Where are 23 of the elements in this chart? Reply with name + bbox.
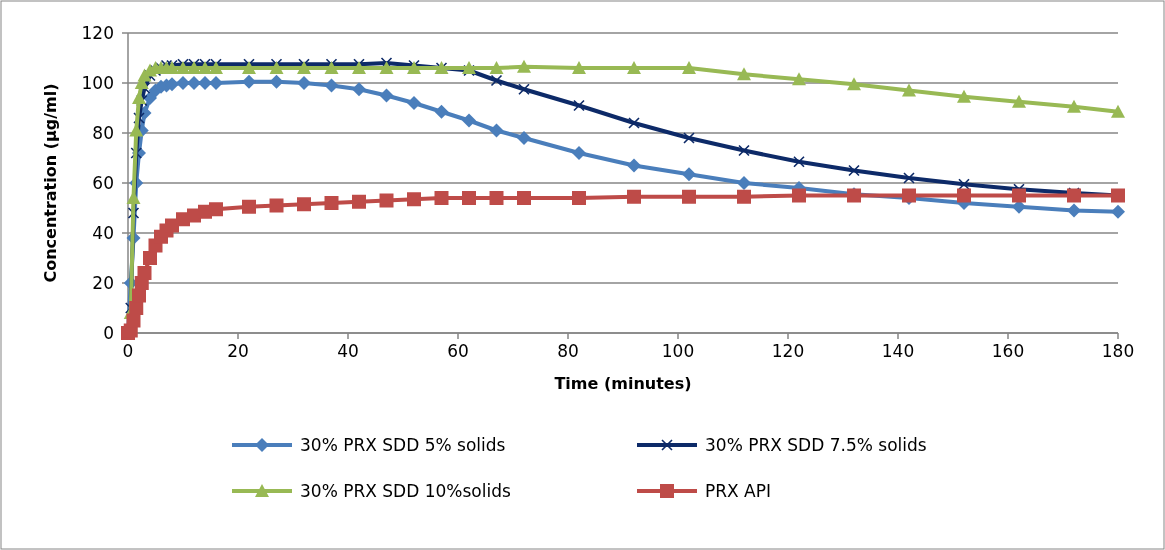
y-tick-label: 100 bbox=[81, 73, 114, 93]
x-axis-title: Time (minutes) bbox=[554, 374, 692, 393]
x-tick-label: 120 bbox=[771, 341, 805, 361]
legend-label: 30% PRX SDD 5% solids bbox=[300, 435, 506, 455]
x-tick-label: 40 bbox=[337, 341, 359, 361]
legend-label: 30% PRX SDD 10%solids bbox=[300, 481, 511, 501]
x-tick-label: 160 bbox=[991, 341, 1025, 361]
x-tick-label: 0 bbox=[122, 341, 134, 361]
legend-label: 30% PRX SDD 7.5% solids bbox=[705, 435, 927, 455]
x-tick-label: 100 bbox=[661, 341, 695, 361]
y-tick-label: 120 bbox=[81, 23, 114, 43]
x-tick-label: 20 bbox=[227, 341, 249, 361]
x-tick-label: 80 bbox=[557, 341, 579, 361]
x-tick-label: 180 bbox=[1101, 341, 1135, 361]
y-tick-label: 0 bbox=[103, 323, 114, 343]
x-tick-label: 60 bbox=[447, 341, 469, 361]
y-tick-label: 80 bbox=[92, 123, 114, 143]
legend-label: PRX API bbox=[705, 481, 772, 501]
y-tick-label: 60 bbox=[92, 173, 114, 193]
y-tick-label: 20 bbox=[92, 273, 114, 293]
y-tick-label: 40 bbox=[92, 223, 114, 243]
y-axis-title: Concentration (µg/ml) bbox=[41, 83, 60, 283]
x-tick-label: 140 bbox=[881, 341, 915, 361]
